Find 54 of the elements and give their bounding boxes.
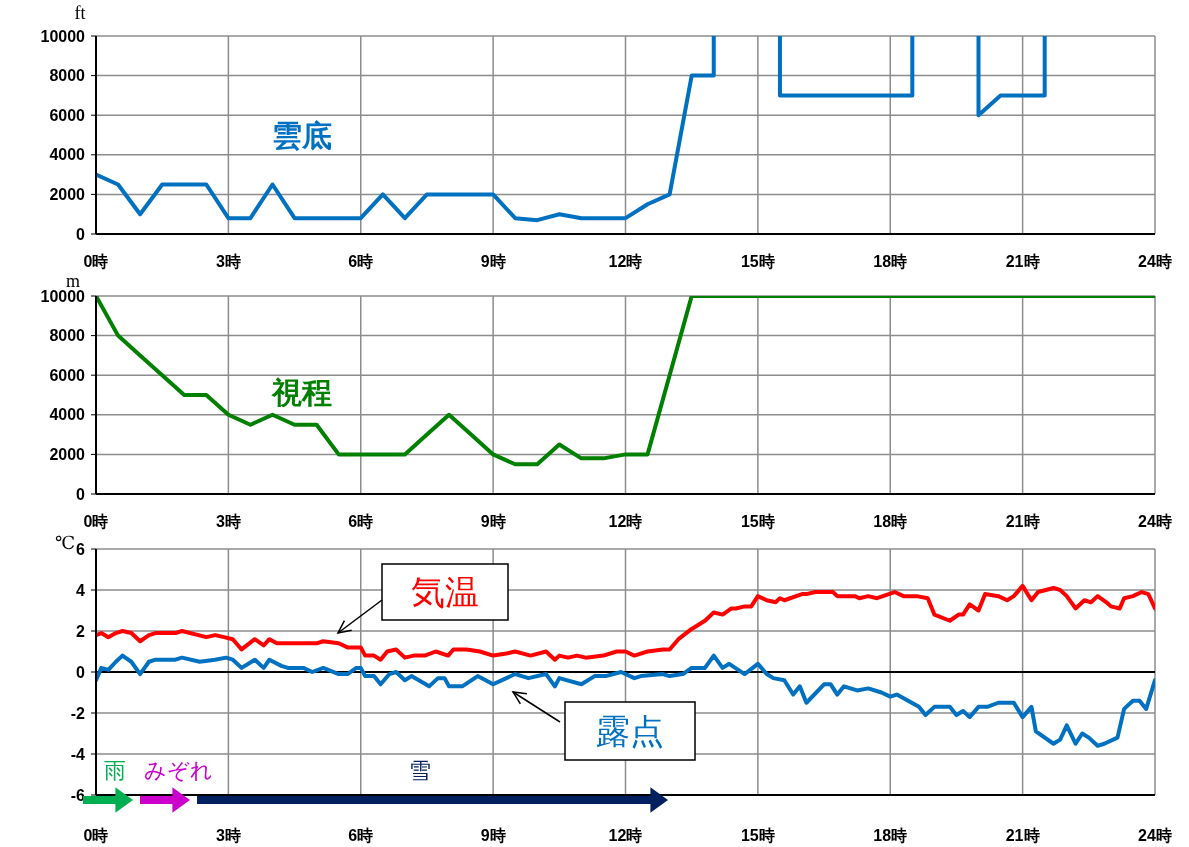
y-axis-title: ℃: [54, 533, 76, 554]
y-tick-label: -4: [70, 745, 86, 763]
y-tick-label: 4000: [49, 406, 86, 424]
x-tick-label: 9時: [480, 826, 506, 844]
y-tick-label: 6000: [49, 106, 86, 124]
x-tick-label: 18時: [873, 826, 908, 844]
x-tick-label: 15時: [740, 252, 775, 270]
x-tick-label: 24時: [1138, 826, 1172, 844]
y-tick-label: 0: [76, 225, 86, 243]
y-tick-label: 10000: [40, 27, 86, 45]
x-tick-label: 3時: [215, 252, 241, 270]
y-tick-label: 4: [76, 581, 86, 599]
y-tick-label: 10000: [40, 287, 86, 305]
x-tick-label: 21時: [1005, 826, 1040, 844]
x-tick-label: 0時: [83, 512, 109, 530]
y-tick-label: 0: [76, 663, 86, 681]
y-axis-title: ft: [74, 3, 86, 24]
x-tick-label: 6時: [348, 512, 374, 530]
x-tick-label: 12時: [608, 512, 643, 530]
x-tick-label: 0時: [83, 826, 109, 844]
annotation: 雪: [409, 757, 431, 783]
x-tick-label: 18時: [873, 252, 908, 270]
y-tick-label: 0: [76, 485, 86, 503]
series-label: 視程: [271, 375, 332, 409]
y-tick-label: 6000: [49, 366, 86, 384]
y-tick-label: 2: [76, 622, 86, 640]
x-tick-label: 12時: [608, 252, 643, 270]
x-tick-label: 0時: [83, 252, 109, 270]
x-tick-label: 9時: [480, 512, 506, 530]
x-tick-label: 21時: [1005, 252, 1040, 270]
annotation: 雨: [104, 757, 126, 783]
x-tick-label: 3時: [215, 512, 241, 530]
annotation: みぞれ: [143, 757, 213, 783]
y-tick-label: 8000: [49, 327, 86, 345]
y-tick-label: 6: [76, 540, 86, 558]
x-tick-label: 15時: [740, 826, 775, 844]
y-tick-label: 4000: [49, 146, 86, 164]
series-label: 雲底: [272, 118, 332, 152]
x-tick-label: 6時: [348, 826, 374, 844]
y-tick-label: 2000: [49, 186, 86, 204]
x-tick-label: 9時: [480, 252, 506, 270]
x-tick-label: 21時: [1005, 512, 1040, 530]
x-tick-label: 24時: [1138, 512, 1172, 530]
y-tick-label: -2: [70, 704, 86, 722]
x-tick-label: 3時: [215, 826, 241, 844]
series-label: 露点: [596, 712, 664, 750]
x-tick-label: 18時: [873, 512, 908, 530]
y-tick-label: 8000: [49, 67, 86, 85]
y-tick-label: 2000: [49, 446, 86, 464]
x-tick-label: 15時: [740, 512, 775, 530]
series-label: 気温: [411, 573, 479, 611]
x-tick-label: 6時: [348, 252, 374, 270]
x-tick-label: 24時: [1138, 252, 1172, 270]
x-tick-label: 12時: [608, 826, 643, 844]
